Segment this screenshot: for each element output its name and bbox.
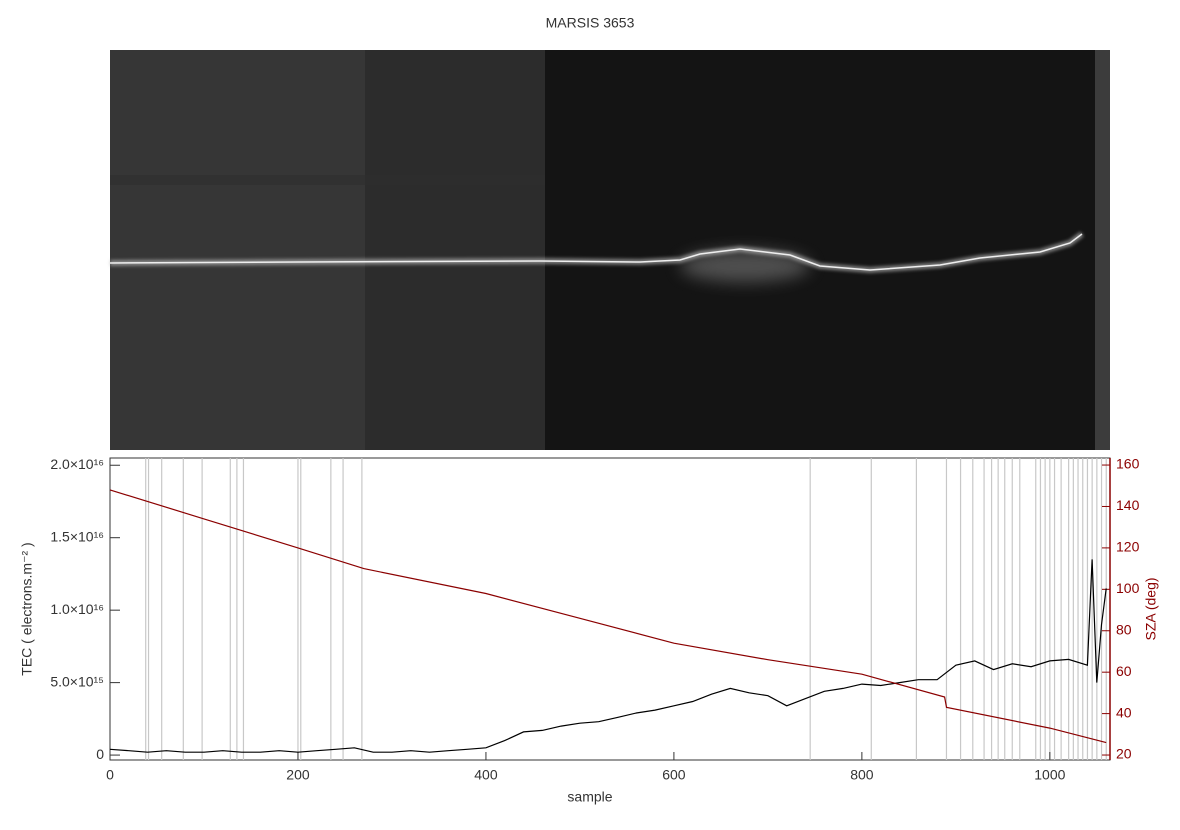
y-tick-label: 1.0×10¹⁶ <box>50 601 104 617</box>
y2-tick-label: 160 <box>1116 456 1140 472</box>
x-axis-label: sample <box>567 789 612 805</box>
y2-tick-label: 80 <box>1116 621 1132 637</box>
y2-tick-label: 20 <box>1116 746 1132 762</box>
y2-tick-label: 100 <box>1116 580 1140 596</box>
x-tick-label: 600 <box>662 767 686 783</box>
y-tick-label: 5.0×10¹⁵ <box>50 673 104 689</box>
x-tick-label: 200 <box>286 767 310 783</box>
y2-tick-label: 140 <box>1116 497 1140 513</box>
y2-tick-label: 40 <box>1116 704 1132 720</box>
radargram <box>109 50 1110 450</box>
y2-tick-label: 60 <box>1116 663 1132 679</box>
y-axis-label: TEC ( electrons.m⁻² ) <box>19 542 35 675</box>
series-line <box>109 559 1107 753</box>
y2-axis-label: SZA (deg) <box>1143 577 1159 640</box>
y-tick-label: 0 <box>96 746 104 762</box>
x-tick-label: 1000 <box>1034 767 1065 783</box>
x-tick-label: 0 <box>106 767 114 783</box>
series-line <box>109 489 1107 744</box>
y-tick-label: 1.5×10¹⁶ <box>50 528 104 544</box>
y2-tick-label: 120 <box>1116 539 1140 555</box>
x-tick-label: 400 <box>474 767 498 783</box>
y-tick-label: 2.0×10¹⁶ <box>50 456 104 472</box>
x-tick-label: 800 <box>850 767 874 783</box>
chart-title: MARSIS 3653 <box>546 15 635 31</box>
